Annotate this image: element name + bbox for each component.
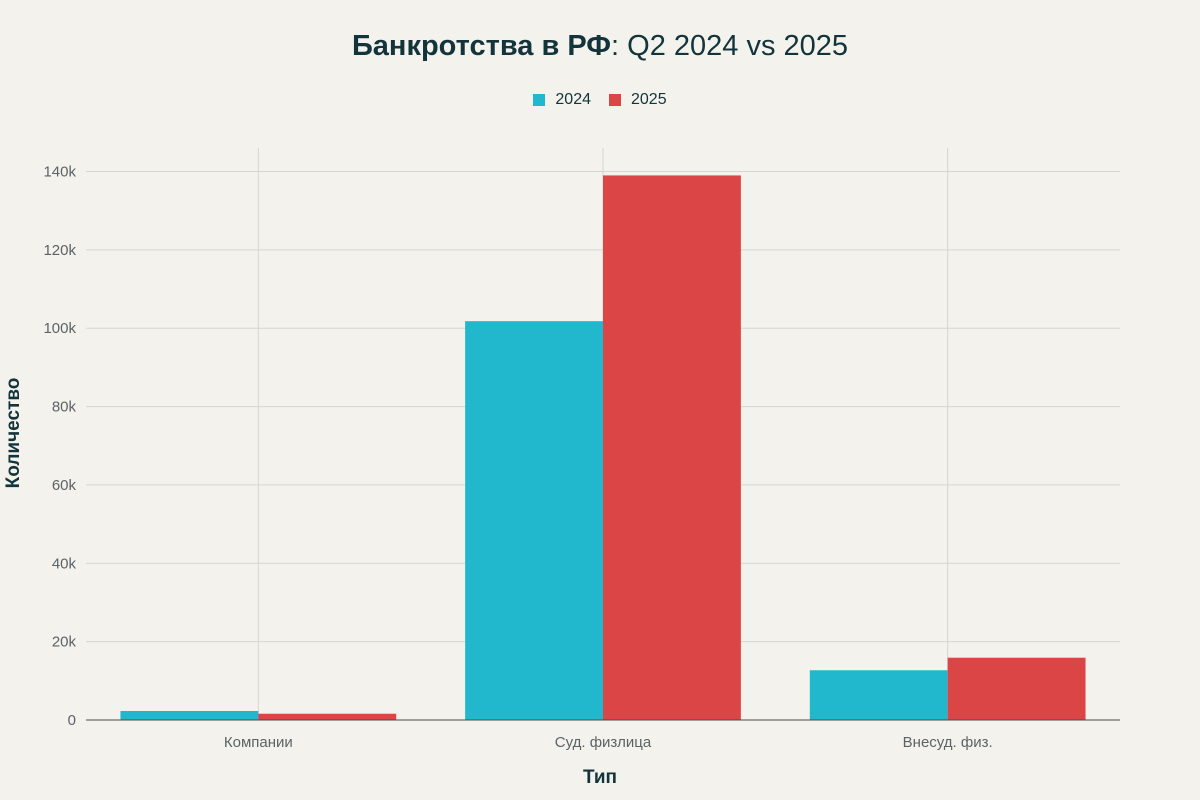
x-tick-label: Суд. физлица: [555, 734, 652, 751]
legend-item-2025[interactable]: 2025: [609, 91, 667, 109]
y-tick-label: 140k: [43, 164, 76, 181]
chart-title-rest: : Q2 2024 vs 2025: [611, 30, 849, 62]
y-tick-label: 120k: [43, 242, 76, 259]
legend-swatch-2024: [533, 94, 546, 106]
x-tick-label: Внесуд. физ.: [903, 734, 993, 751]
legend-label-2024: 2024: [555, 91, 591, 108]
y-tick-label: 100k: [43, 320, 76, 337]
bar-2024-2: [809, 670, 948, 720]
legend: 2024 2025: [0, 91, 1200, 109]
legend-swatch-2025: [609, 94, 621, 106]
bar-2025-0: [258, 713, 397, 720]
legend-label-2025: 2025: [631, 91, 667, 108]
y-tick-label: 0: [68, 712, 76, 729]
chart-title-bold: Банкротства в РФ: [351, 30, 612, 62]
bar-2024-0: [120, 710, 259, 720]
bar-2025-2: [947, 657, 1086, 720]
y-tick-label: 80k: [52, 399, 77, 416]
bar-2024-1: [465, 321, 603, 720]
y-tick-label: 40k: [52, 555, 77, 572]
legend-item-2024[interactable]: 2024: [533, 91, 591, 109]
x-axis-title: Тип: [582, 767, 618, 788]
chart-title: Банкротства в РФ: Q2 2024 vs 2025: [0, 30, 1200, 63]
y-tick-label: 60k: [52, 477, 77, 494]
axis-layer: 0 20k 40k 60k 80k 100k 120k 140k Компании Суд. фи…: [43, 164, 1120, 751]
bar-2025-1: [603, 175, 741, 720]
y-tick-label: 20k: [52, 634, 77, 651]
x-tick-label: Компании: [224, 734, 293, 751]
bar-layer: [120, 175, 1086, 720]
